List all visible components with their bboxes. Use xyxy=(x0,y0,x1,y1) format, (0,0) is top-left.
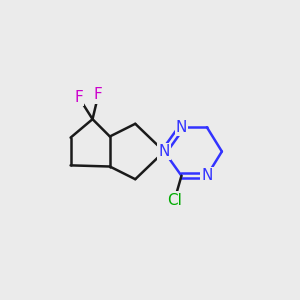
Text: N: N xyxy=(201,168,213,183)
Text: F: F xyxy=(74,90,83,105)
Text: F: F xyxy=(94,87,103,102)
Text: N: N xyxy=(158,144,170,159)
Text: N: N xyxy=(176,120,187,135)
Text: Cl: Cl xyxy=(167,193,182,208)
